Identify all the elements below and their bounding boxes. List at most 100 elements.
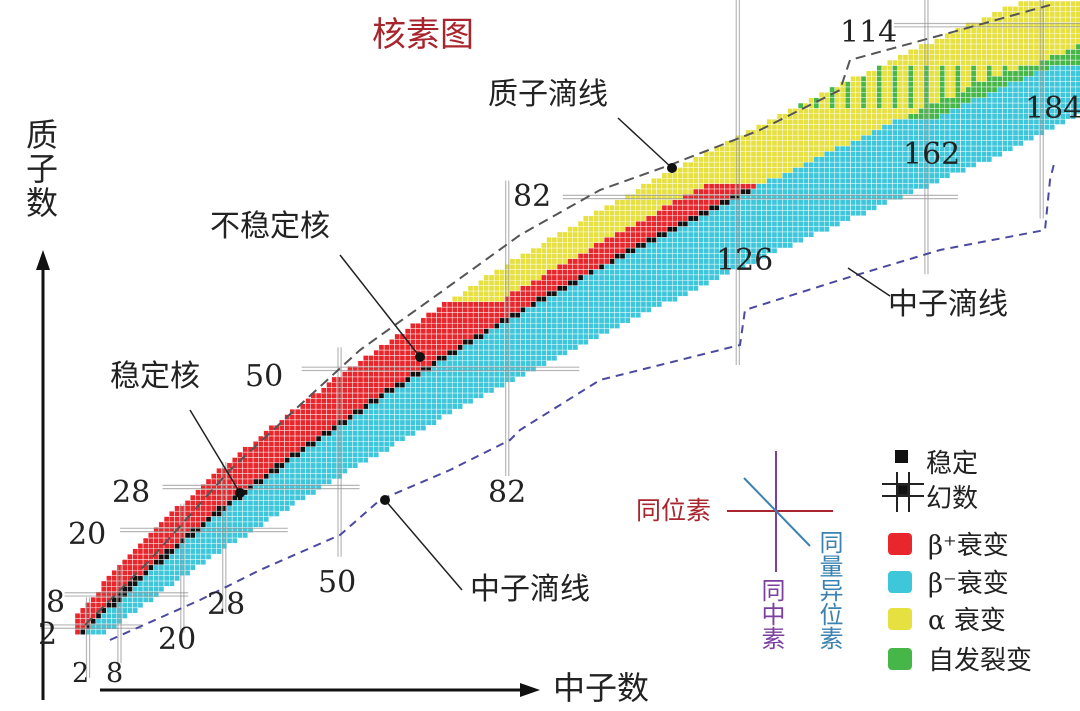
nuclide-cell [682,215,689,222]
nuclide-cell [415,387,421,394]
nuclide-cell [714,215,720,222]
nuclide-cell [928,102,935,109]
nuclide-cell [661,226,668,233]
nuclide-cell [651,237,657,243]
nuclide-cell [939,113,945,120]
nuclide-cell [756,140,762,147]
nuclide-cell [813,172,820,179]
nuclide-cell [352,408,359,415]
nuclide-cell [881,124,888,131]
nuclide-cell [562,263,568,270]
nuclide-cell [625,210,631,216]
nuclide-cell [163,575,170,582]
nuclide-cell [792,161,799,168]
nuclide-cell [420,333,427,340]
nuclide-cell [389,355,395,361]
nuclide-cell [871,151,877,157]
nuclide-cell [436,360,442,367]
nuclide-cell [635,253,641,259]
nuclide-cell [871,188,877,195]
nuclide-cell [546,349,552,356]
nuclide-cell [268,462,275,469]
nuclide-cell [965,54,972,61]
nuclide-cell [756,156,762,163]
nuclide-cell [913,76,919,82]
nuclide-cell [1049,43,1055,50]
nuclide-cell [200,532,207,539]
nuclide-cell [656,237,662,243]
nuclide-cell [850,178,856,184]
nuclide-cell [1033,16,1040,23]
nuclide-cell [279,500,285,506]
nuclide-cell [808,221,814,227]
nuclide-cell [829,172,835,179]
nuclide-cell [1023,33,1029,39]
n-magic-8: 8 [106,658,124,689]
nuclide-cell [970,113,977,120]
nuclide-cell [661,263,668,270]
nuclide-cell [583,323,589,329]
nuclide-cell [682,231,689,238]
nuclide-cell [960,76,966,82]
nuclide-cell [672,172,678,179]
nuclide-cell [756,199,762,206]
nuclide-cell [315,451,322,458]
nuclide-cell [656,178,662,184]
nuclide-cell [567,237,573,243]
nuclide-cell [708,172,715,179]
nuclide-cell [95,618,102,625]
nuclide-cell [509,339,516,345]
nuclide-cell [258,441,264,447]
nuclide-cell [834,156,841,163]
nuclide-cell [965,156,972,163]
nuclide-cell [619,258,626,265]
nuclide-cell [719,151,725,157]
nuclide-cell [986,86,993,93]
nuclide-cell [598,237,605,243]
nuclide-cell [813,145,820,152]
nuclide-cell [829,140,835,147]
nuclide-cell [347,462,353,469]
nuclide-cell [535,263,542,270]
nuclide-cell [881,156,888,163]
nuclide-cell [829,145,835,152]
nuclide-cell [625,301,631,308]
nuclide-cell [525,301,531,308]
nuclide-cell [1012,140,1019,147]
nuclide-cell [399,360,406,367]
nuclide-cell [855,183,862,190]
nuclide-cell [635,204,641,211]
nuclide-cell [499,269,505,276]
nuclide-cell [803,108,809,114]
nuclide-cell [577,231,584,238]
nuclide-cell [1002,6,1008,12]
nuclide-cell [625,199,631,206]
nuclide-cell [1059,11,1066,18]
nuclide-cell [415,414,421,421]
nuclide-cell [818,188,825,195]
nuclide-cell [331,435,338,442]
nuclide-cell [635,221,641,227]
nuclide-cell [970,151,977,157]
nuclide-cell [373,419,379,426]
nuclide-cell [871,140,877,147]
nuclide-cell [158,586,165,592]
nuclide-cell [357,457,364,463]
nuclide-cell [614,269,621,276]
nuclide-cell [530,280,537,286]
nuclide-cell [976,129,982,136]
nuclide-cell [163,564,170,571]
nuclide-cell [619,269,626,276]
nuclide-cell [95,629,102,635]
nuclide-cell [792,210,799,216]
nuclide-cell [174,516,180,523]
nuclide-cell [321,457,327,463]
nuclide-cell [326,398,332,404]
nuclide-cell [808,204,814,211]
nuclide-cell [666,247,673,254]
nuclide-cell [541,242,547,249]
nuclide-cell [824,204,830,211]
nuclide-cell [321,451,327,458]
nuclide-cell [740,140,746,147]
nuclide-cell [310,403,317,410]
